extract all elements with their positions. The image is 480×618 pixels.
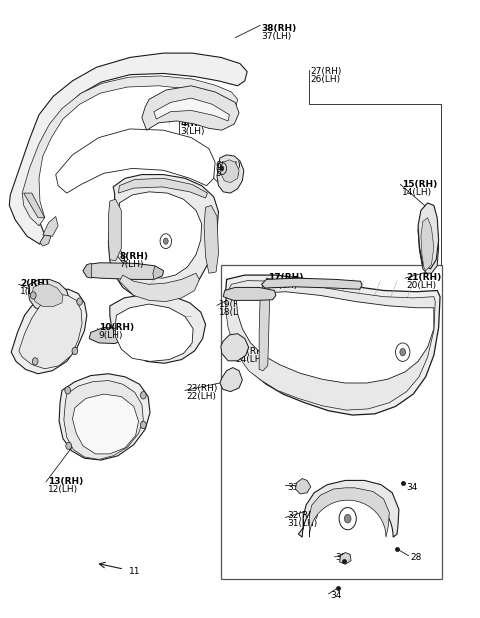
Polygon shape — [72, 394, 139, 454]
Polygon shape — [236, 292, 434, 383]
Polygon shape — [9, 53, 247, 244]
Polygon shape — [32, 284, 63, 307]
Text: 37(LH): 37(LH) — [262, 32, 292, 41]
Polygon shape — [142, 86, 239, 130]
Polygon shape — [119, 178, 207, 198]
Polygon shape — [299, 480, 399, 537]
Text: 27(RH): 27(RH) — [311, 67, 342, 75]
Text: 11: 11 — [129, 567, 141, 576]
Polygon shape — [226, 281, 435, 410]
Text: 25(RH): 25(RH) — [235, 347, 266, 356]
Polygon shape — [154, 98, 229, 121]
Polygon shape — [296, 478, 311, 494]
Polygon shape — [19, 294, 82, 369]
Text: 3(LH): 3(LH) — [180, 127, 204, 136]
Text: 26(LH): 26(LH) — [311, 75, 341, 83]
Text: 33: 33 — [287, 483, 299, 492]
Text: 38(RH): 38(RH) — [262, 23, 297, 33]
Text: 14(LH): 14(LH) — [402, 187, 432, 197]
Polygon shape — [43, 216, 58, 236]
Polygon shape — [11, 289, 87, 374]
Text: 16(LH): 16(LH) — [268, 281, 298, 290]
Text: 13(RH): 13(RH) — [48, 476, 83, 486]
Polygon shape — [421, 218, 434, 271]
Polygon shape — [220, 368, 242, 392]
Text: 28: 28 — [410, 552, 421, 562]
Text: 21(RH): 21(RH) — [407, 273, 442, 282]
Text: 34: 34 — [407, 483, 418, 492]
Text: 4(RH): 4(RH) — [180, 119, 209, 128]
Text: 6(RH): 6(RH) — [215, 161, 241, 170]
Text: 2(RH): 2(RH) — [20, 279, 49, 289]
Text: 17(RH): 17(RH) — [268, 273, 303, 282]
Polygon shape — [221, 334, 249, 361]
Text: 31(LH): 31(LH) — [287, 519, 317, 528]
Text: 24(LH): 24(LH) — [235, 355, 265, 364]
Circle shape — [400, 349, 406, 356]
Polygon shape — [28, 279, 69, 311]
Polygon shape — [89, 328, 126, 344]
Polygon shape — [262, 278, 362, 289]
Circle shape — [141, 392, 146, 399]
Polygon shape — [22, 76, 238, 226]
Polygon shape — [108, 174, 218, 302]
Circle shape — [344, 514, 351, 523]
Circle shape — [163, 238, 168, 244]
Polygon shape — [108, 199, 121, 261]
Circle shape — [30, 292, 36, 299]
Polygon shape — [56, 129, 215, 193]
Circle shape — [66, 442, 72, 449]
Circle shape — [65, 387, 71, 394]
Text: 19(RH): 19(RH) — [218, 300, 250, 309]
Bar — [221, 265, 442, 579]
Polygon shape — [418, 203, 439, 269]
Circle shape — [32, 358, 38, 365]
Polygon shape — [217, 155, 244, 193]
Text: 9(LH): 9(LH) — [99, 331, 123, 339]
Polygon shape — [223, 287, 276, 300]
Polygon shape — [83, 263, 92, 278]
Text: 22(LH): 22(LH) — [186, 392, 216, 401]
Text: 5(LH): 5(LH) — [215, 169, 240, 178]
Polygon shape — [24, 193, 45, 218]
Text: 32(RH): 32(RH) — [287, 511, 318, 520]
Polygon shape — [116, 304, 193, 362]
Polygon shape — [83, 263, 163, 279]
Text: 8(RH): 8(RH) — [120, 252, 148, 261]
Text: 10(RH): 10(RH) — [99, 323, 134, 332]
Polygon shape — [259, 283, 270, 371]
Polygon shape — [339, 552, 351, 564]
Polygon shape — [226, 275, 440, 415]
Text: 15(RH): 15(RH) — [402, 179, 437, 188]
Polygon shape — [221, 160, 239, 182]
Polygon shape — [153, 266, 163, 279]
Polygon shape — [120, 273, 199, 302]
Polygon shape — [310, 488, 389, 537]
Polygon shape — [64, 381, 144, 459]
Text: 12(LH): 12(LH) — [48, 485, 78, 494]
Polygon shape — [59, 374, 150, 460]
Polygon shape — [110, 294, 205, 363]
Circle shape — [72, 347, 78, 355]
Text: 23(RH): 23(RH) — [186, 384, 218, 393]
Text: 34: 34 — [330, 591, 341, 601]
Text: 7(LH): 7(LH) — [120, 260, 144, 269]
Text: 18(LH): 18(LH) — [218, 308, 249, 317]
Polygon shape — [204, 205, 218, 273]
Text: 1(LH): 1(LH) — [20, 287, 44, 297]
Circle shape — [141, 421, 146, 429]
Text: 35: 35 — [336, 552, 347, 562]
Polygon shape — [40, 235, 51, 246]
Polygon shape — [418, 210, 439, 273]
Circle shape — [220, 166, 224, 171]
Circle shape — [77, 298, 83, 305]
Polygon shape — [118, 192, 202, 278]
Text: 20(LH): 20(LH) — [407, 281, 437, 290]
